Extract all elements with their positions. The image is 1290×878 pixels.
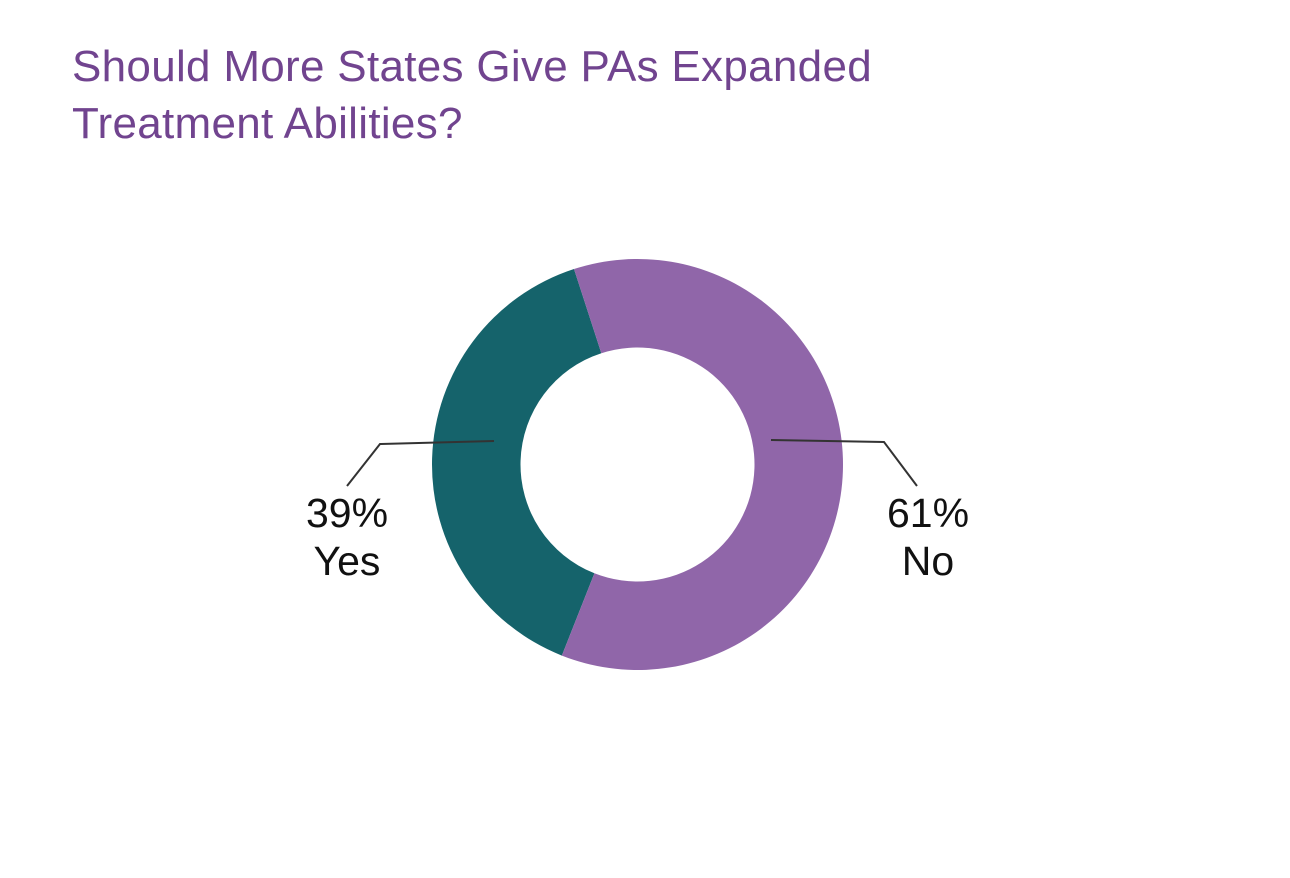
slice-category-label-yes: Yes [314, 538, 381, 584]
slice-value-label-no: 61% [887, 490, 969, 536]
slice-category-label-no: No [902, 538, 954, 584]
chart-title-line-2: Treatment Abilities? [72, 99, 463, 148]
donut-slice-no [561, 259, 843, 670]
chart-title: Should More States Give PAs Expanded Tre… [72, 38, 872, 152]
leader-line-yes [346, 440, 495, 487]
chart-title-line-1: Should More States Give PAs Expanded [72, 42, 872, 91]
leader-line-no [770, 439, 918, 487]
donut-slice-yes [431, 269, 602, 656]
slice-value-label-yes: 39% [306, 490, 388, 536]
